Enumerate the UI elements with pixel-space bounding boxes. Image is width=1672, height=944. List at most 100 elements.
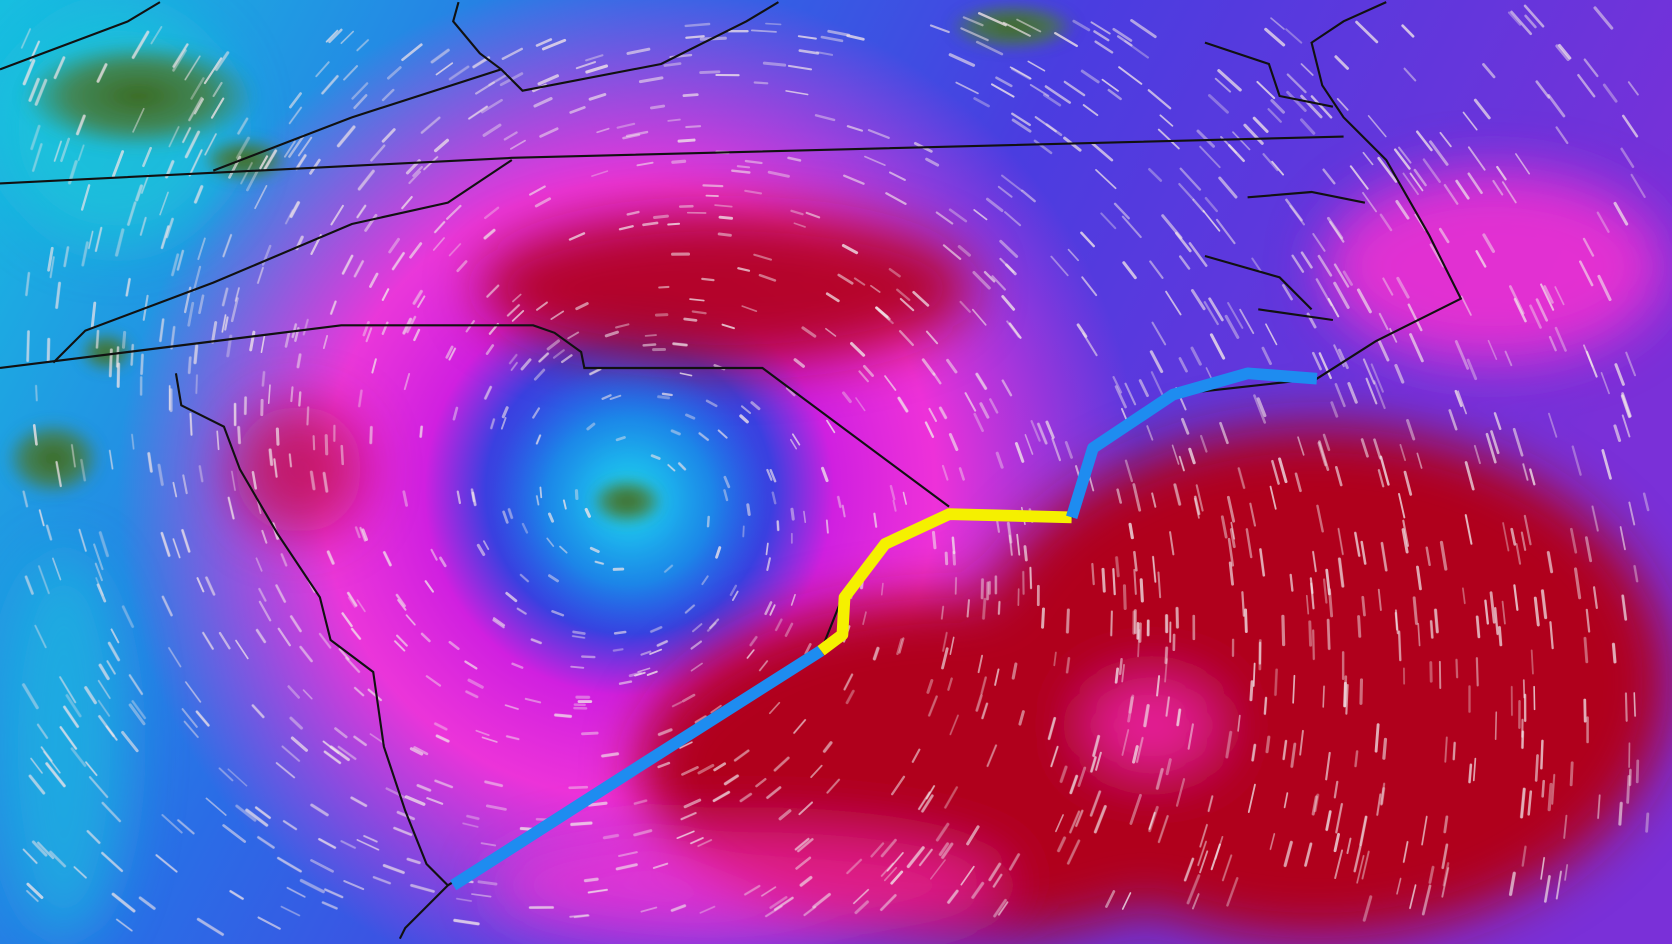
wind-particle xyxy=(853,277,866,286)
wind-particle xyxy=(140,353,144,375)
wind-particle xyxy=(875,306,889,319)
wind-particle xyxy=(193,344,199,365)
wind-particle xyxy=(616,122,636,129)
wind-particle xyxy=(1496,165,1507,181)
wind-particle xyxy=(572,630,586,635)
wind-particle xyxy=(1330,401,1339,418)
wind-particle xyxy=(483,228,496,240)
wind-particle xyxy=(701,277,715,282)
wind-particle xyxy=(299,645,313,663)
warning-segment-south[interactable] xyxy=(450,645,825,891)
wind-particle xyxy=(340,444,344,466)
wind-particle xyxy=(1294,472,1302,493)
wind-particle xyxy=(1370,363,1384,393)
extreme-wind-zone xyxy=(0,10,1669,939)
wind-particle xyxy=(1188,242,1208,267)
wind-particle xyxy=(453,918,480,926)
wind-particle xyxy=(972,270,991,290)
wind-particle xyxy=(1259,548,1266,577)
wind-particle xyxy=(1429,243,1445,268)
wind-particle xyxy=(766,468,773,481)
wind-particle xyxy=(1033,139,1053,155)
wind-particle xyxy=(1627,81,1639,96)
wind-particle xyxy=(867,129,890,139)
wind-particle xyxy=(1045,420,1055,439)
wind-particle xyxy=(1322,168,1336,185)
wind-particle xyxy=(870,842,885,858)
wind-particle xyxy=(702,184,724,188)
wind-particle xyxy=(971,308,987,326)
wind-particle xyxy=(370,144,386,162)
wind-particle xyxy=(679,372,693,377)
wind-particle xyxy=(798,49,820,55)
wind-particle xyxy=(618,225,634,231)
wind-particle xyxy=(211,321,218,344)
wind-particle xyxy=(45,762,66,788)
wind-particle xyxy=(189,412,193,436)
wind-particle xyxy=(1422,158,1441,183)
wind-particle xyxy=(510,139,526,150)
wind-particle xyxy=(562,499,567,510)
wind-particle xyxy=(1482,63,1496,79)
wind-particle xyxy=(941,647,949,670)
wind-particle xyxy=(1473,444,1481,465)
wind-particle xyxy=(510,361,518,371)
wind-particle xyxy=(929,24,950,34)
wind-particle xyxy=(769,469,777,483)
wind-particle xyxy=(371,358,377,374)
wind-particle xyxy=(405,614,416,626)
wind-particle xyxy=(842,391,852,404)
wind-particle xyxy=(59,726,78,750)
wind-particle xyxy=(1094,40,1114,54)
wind-particle xyxy=(642,221,659,227)
wind-particle xyxy=(762,61,787,67)
wind-particle xyxy=(530,638,542,645)
wind-particle xyxy=(1397,630,1402,662)
wind-particle xyxy=(1228,561,1235,586)
wind-particle xyxy=(634,671,646,677)
wind-particle xyxy=(1165,696,1170,717)
wind-particle xyxy=(1122,261,1137,280)
wind-particle xyxy=(1355,20,1379,44)
wind-particle xyxy=(1361,850,1370,880)
wind-particle xyxy=(805,211,821,219)
wind-particle xyxy=(896,288,911,302)
wind-particle xyxy=(986,744,998,767)
wind-particle xyxy=(858,370,869,383)
wind-particle xyxy=(706,622,717,632)
wind-particle xyxy=(533,368,546,381)
wind-particle xyxy=(290,736,309,752)
wind-particle xyxy=(942,244,962,260)
wind-particle xyxy=(1508,871,1516,896)
wind-particle xyxy=(121,730,139,753)
warning-segment-center[interactable] xyxy=(817,508,1072,656)
wind-particle xyxy=(843,174,865,185)
warning-segment-north[interactable] xyxy=(1066,367,1318,520)
wind-particle xyxy=(214,51,230,71)
wind-particle xyxy=(1509,285,1525,315)
wind-particle xyxy=(935,211,954,225)
wind-particle xyxy=(1300,63,1314,76)
wind-particle xyxy=(1053,651,1057,667)
wind-particle xyxy=(568,232,586,241)
wind-particle xyxy=(683,317,698,322)
wind-particle xyxy=(552,349,565,359)
wind-particle xyxy=(1492,179,1504,196)
wind-particle xyxy=(1614,363,1625,386)
wind-particle xyxy=(476,543,486,556)
wind-particle xyxy=(81,241,89,267)
wind-particle xyxy=(843,673,854,691)
wind-particle xyxy=(886,852,904,872)
wind-particle xyxy=(52,557,62,581)
wind-particle xyxy=(1564,864,1569,881)
wind-particles xyxy=(20,4,1650,936)
wind-particle xyxy=(997,185,1013,198)
wind-particle xyxy=(1157,571,1162,599)
wind-particle xyxy=(1328,588,1334,618)
wind-particle xyxy=(1143,704,1150,728)
wind-particle xyxy=(412,165,423,177)
wind-particle xyxy=(38,509,45,527)
wind-particle xyxy=(434,779,454,789)
wind-particle xyxy=(776,520,780,532)
